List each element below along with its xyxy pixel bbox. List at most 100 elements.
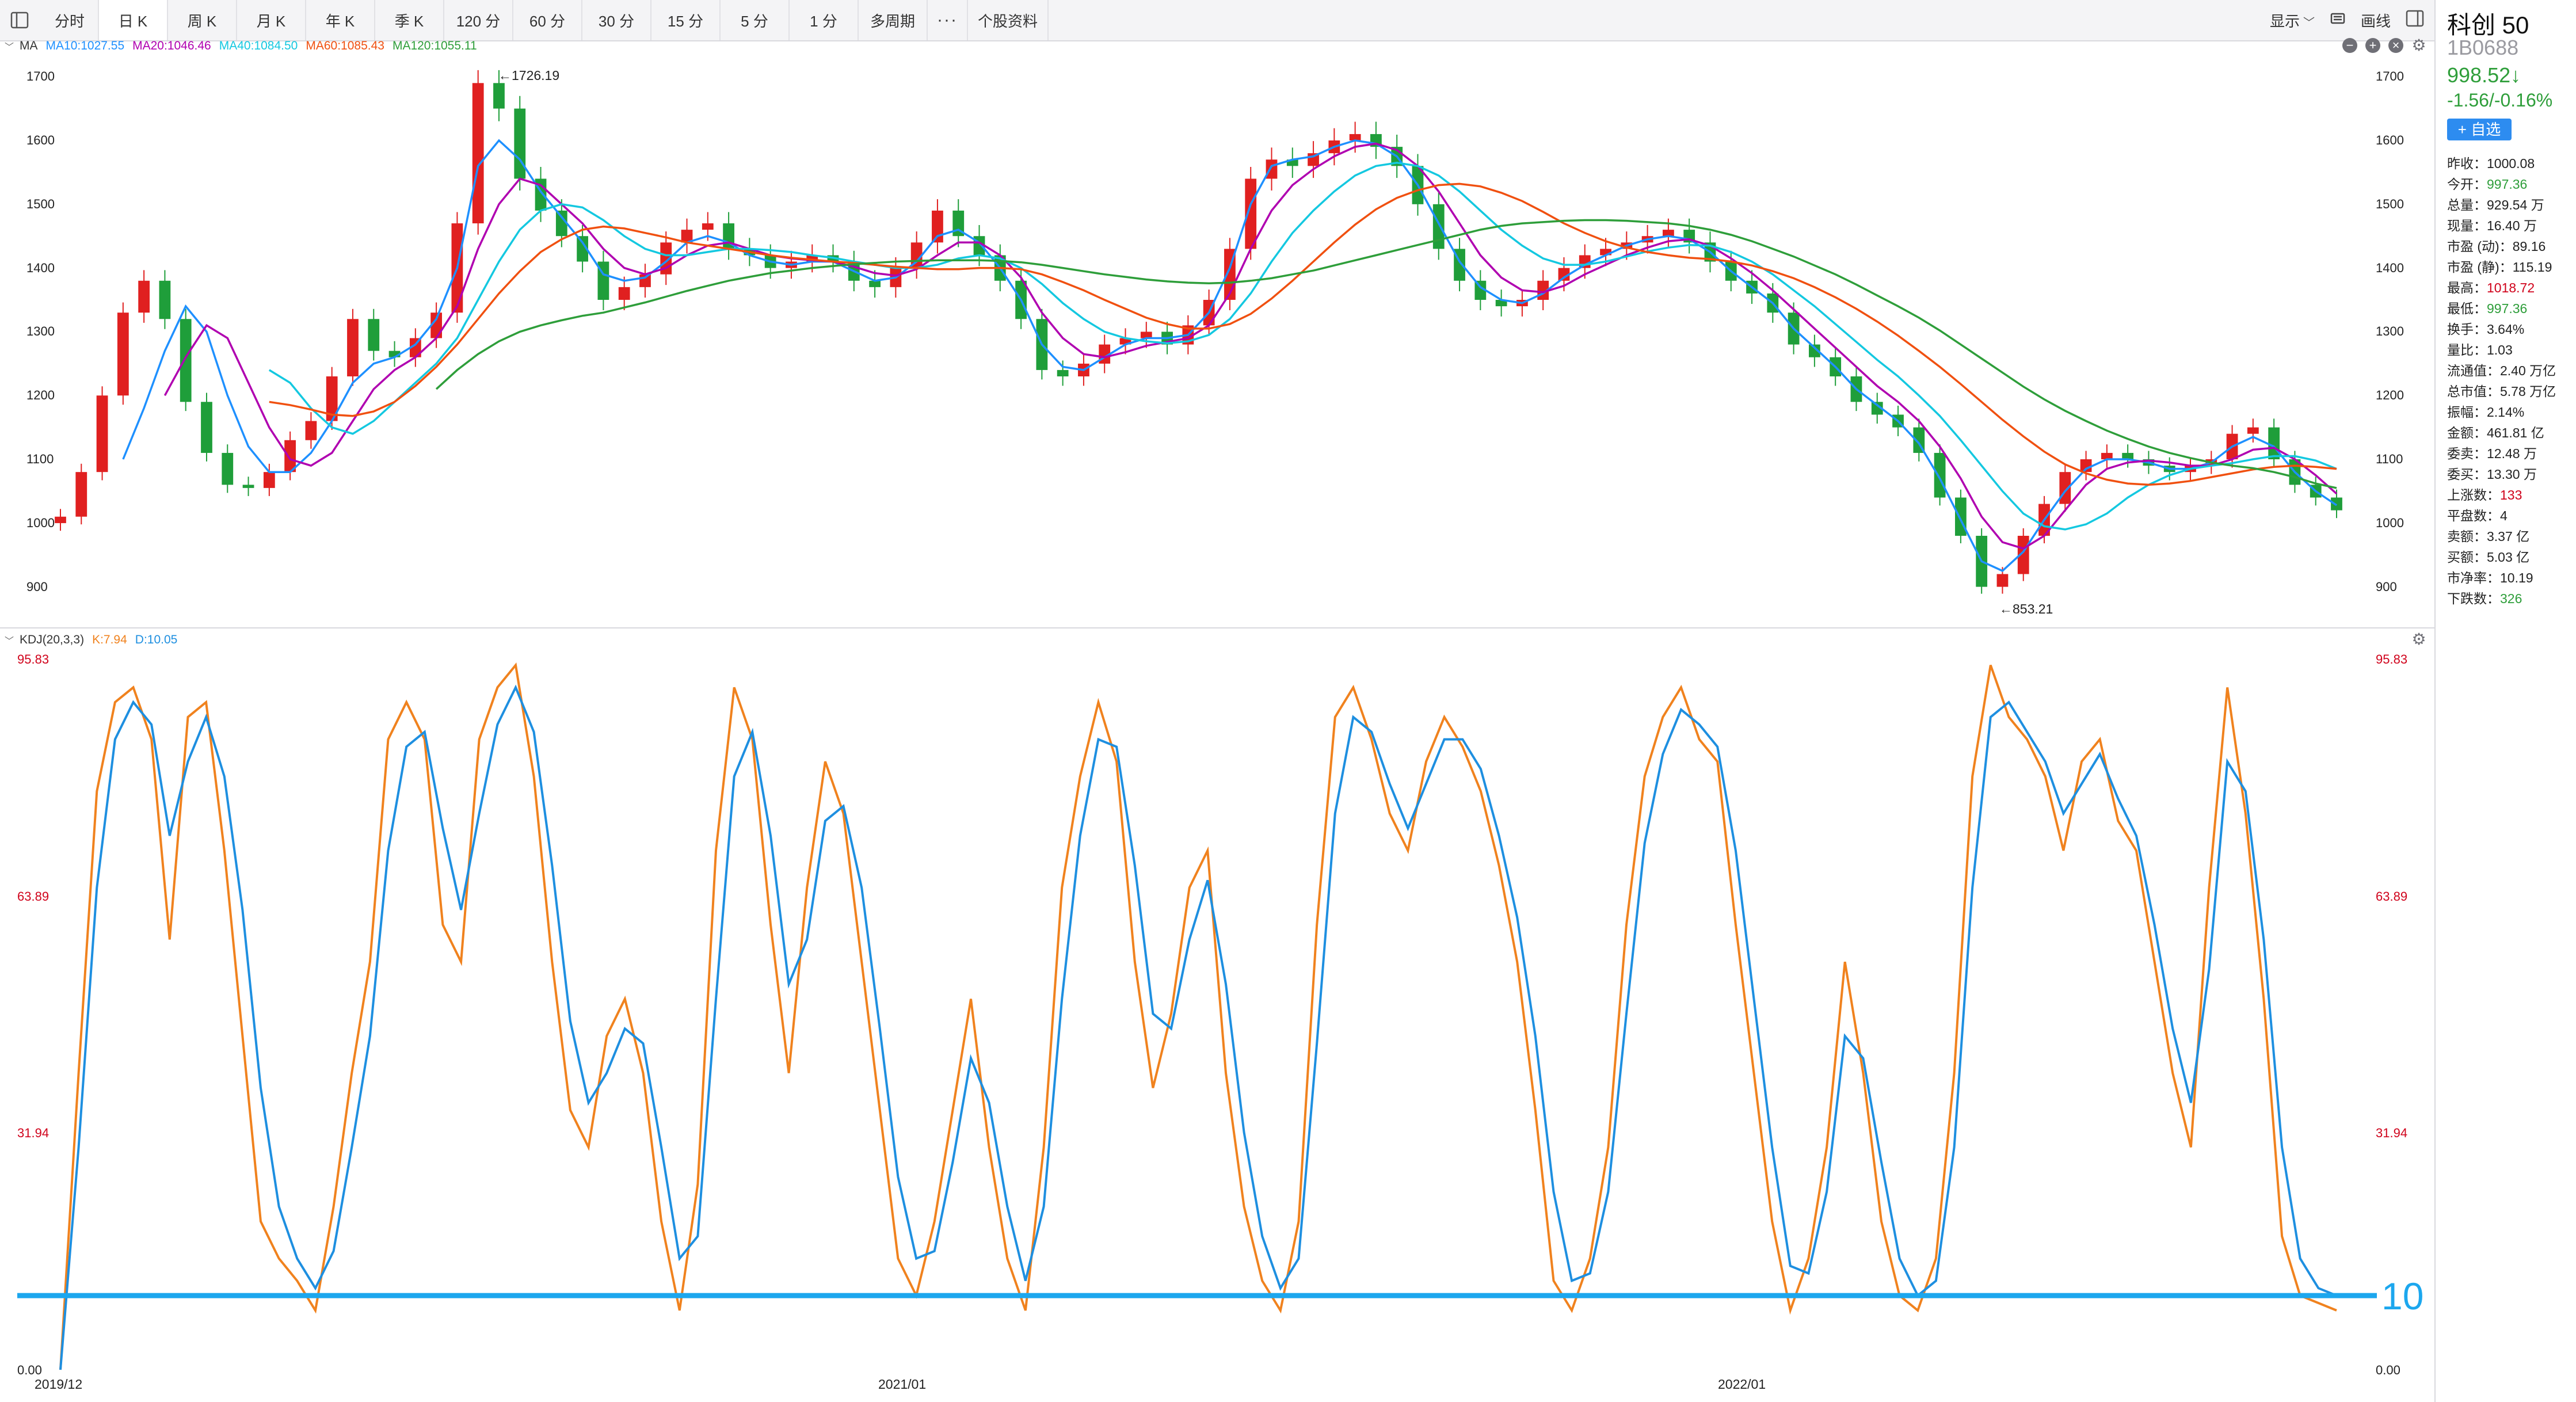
chevron-down-icon: ﹀ [2303,16,2315,29]
close-icon[interactable]: × [2388,38,2403,53]
chart-area[interactable] [0,0,2434,1402]
stat-value: 16.40 万 [2487,218,2537,233]
candle-body [910,242,923,268]
sidebar-toggle-icon[interactable] [6,6,33,34]
stat-label: 振幅： [2447,405,2487,420]
y-tick-label: 1100 [2376,452,2403,466]
candle-body [1057,369,1069,376]
candle-body [284,440,296,473]
stat-value: 133 [2500,487,2522,502]
candle-body [1015,280,1027,319]
candle-body [138,280,150,313]
candle-body [1203,300,1215,326]
stat-label: 市净率： [2447,570,2500,585]
ma-panel-controls: − + × ⚙ [2342,36,2426,54]
tab-period[interactable]: 多周期 [859,0,928,40]
candle-body [263,472,275,488]
stat-row: 现量：16.40 万 [2447,215,2576,236]
minus-icon[interactable]: − [2342,38,2357,53]
stat-label: 委卖： [2447,446,2487,461]
display-label: 显示 [2269,12,2300,30]
candle-body [1621,242,1633,249]
candle-body [1224,249,1236,300]
tab-period[interactable]: 年 K [306,0,375,40]
collapse-chevron-icon[interactable]: ﹀ [5,43,14,52]
kdj-d-value: D:10.05 [135,633,178,646]
candle-body [117,313,129,396]
candle-body [1412,166,1424,204]
tab-period[interactable]: 120 分 [444,0,513,40]
candle-body [1370,134,1382,147]
tab-period[interactable]: 月 K [237,0,306,40]
candle-body [1516,300,1528,307]
tab-period[interactable]: 60 分 [513,0,582,40]
candle-body [1308,153,1319,166]
candle-body [2080,459,2092,473]
add-watchlist-button[interactable]: + 自选 [2447,119,2512,140]
candle-body [1976,535,1988,587]
candle-body [1558,268,1570,281]
stat-label: 金额： [2447,425,2487,440]
candle-body [1788,313,1800,345]
candle-body [932,210,943,243]
tab-period[interactable]: 1 分 [790,0,859,40]
stat-row: 今开：997.36 [2447,174,2576,195]
stat-row: 最高：1018.72 [2447,277,2576,298]
tab-period[interactable]: 分时 [41,0,99,40]
candle-body [409,338,421,357]
candle-body [848,261,860,281]
panel-divider [0,627,2434,628]
stat-row: 振幅：2.14% [2447,402,2576,422]
plus-icon[interactable]: + [2365,38,2380,53]
stat-value: 461.81 亿 [2487,425,2544,440]
security-name: 科创 50 [2447,12,2529,39]
candle-body [55,516,66,523]
candle-body [1140,332,1152,338]
tab-period[interactable]: 30 分 [582,0,651,40]
stat-label: 总量： [2447,197,2487,212]
panel-toggle-icon[interactable] [2406,9,2424,32]
stat-row: 上涨数：133 [2447,485,2576,505]
tab-period[interactable]: 个股资料 [968,0,1049,40]
tab-period[interactable]: 日 K [99,0,168,40]
draw-tool-icon[interactable] [2330,10,2346,31]
kdj-title: KDJ(20,3,3) [20,633,85,646]
collapse-chevron-icon[interactable]: ﹀ [5,637,14,646]
tab-period[interactable]: ··· [928,0,968,40]
gear-icon[interactable]: ⚙ [2411,36,2426,54]
candle-body [1099,344,1111,364]
tab-period[interactable]: 5 分 [721,0,790,40]
tab-period[interactable]: 15 分 [651,0,721,40]
stat-label: 上涨数： [2447,487,2500,502]
ma-line-ma120 [435,219,2337,489]
candle-body [347,319,359,376]
candle-body [1934,452,1946,498]
candle-body [597,261,609,300]
y-tick-label: 95.83 [17,652,49,666]
ma-line-ma20 [163,142,2338,550]
y-tick-label: 63.89 [17,889,49,904]
candle-body [1182,325,1194,345]
stat-row: 买额：5.03 亿 [2447,547,2576,567]
y-tick-label: 1600 [26,133,55,148]
ma-legend: MA10:1027.55 MA20:1046.46 MA40:1084.50 MA60… [46,39,485,53]
draw-line-button[interactable]: 画线 [2360,12,2391,30]
stat-label: 今开： [2447,177,2487,192]
candle-body [1663,230,1674,237]
tab-period[interactable]: 周 K [168,0,237,40]
ma-legend-item: MA20:1046.46 [132,39,211,52]
tab-period[interactable]: 季 K [375,0,444,40]
ma-line-ma60 [269,182,2337,486]
candle-body [1391,147,1403,166]
stat-value: 1018.72 [2487,280,2535,295]
quote-stats: 昨收：1000.08 今开：997.36 总量：929.54 万现量：16.40 万… [2447,153,2576,609]
stat-label: 总市值： [2447,384,2500,399]
gear-icon[interactable]: ⚙ [2411,630,2426,648]
candle-body [744,249,756,256]
display-menu[interactable]: 显示 ﹀ [2270,10,2315,31]
candle-body [472,83,484,224]
candle-body [514,108,526,179]
stat-value: 12.48 万 [2487,446,2537,461]
